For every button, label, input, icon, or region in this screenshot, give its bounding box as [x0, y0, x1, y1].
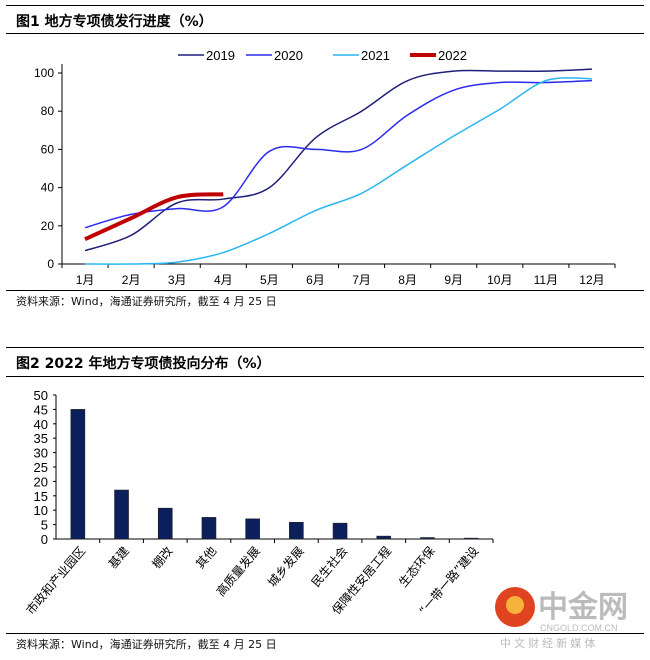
watermark-logo: 中金网 CNGOLD.COM.CN 中 文 财 经 新 媒 体: [494, 585, 644, 660]
legend-label-2020: 2020: [274, 48, 303, 63]
y-tick-label: 45: [34, 402, 48, 417]
bar: [463, 537, 479, 540]
x-tick-label: 城乡发展: [264, 543, 306, 589]
chart1-source: 资料来源：Wind，海通证券研究所，截至 4 月 25 日: [16, 295, 277, 308]
watermark-domain: CNGOLD.COM.CN: [540, 623, 618, 633]
bar: [114, 489, 129, 540]
x-tick-label: 7月: [352, 273, 371, 287]
x-tick-label: 1月: [76, 273, 95, 287]
bar: [376, 535, 392, 540]
x-tick-label: 市政和产业园区: [23, 543, 88, 617]
bar: [289, 521, 304, 540]
y-tick-label: 100: [34, 66, 54, 80]
y-tick-label: 0: [41, 532, 48, 547]
bar: [420, 537, 435, 540]
divider: [6, 633, 644, 634]
x-tick-label: 9月: [444, 273, 463, 287]
bar: [201, 517, 217, 540]
bar: [70, 409, 86, 540]
x-tick-label: 基建: [106, 544, 132, 571]
chart1-title: 图1 地方专项债发行进度（%）: [16, 14, 213, 30]
legend-label-2019: 2019: [206, 48, 235, 63]
x-tick-label: 5月: [260, 273, 279, 287]
x-tick-label: 棚改: [149, 543, 176, 571]
x-tick-label: 4月: [214, 273, 233, 287]
x-tick-label: 2月: [122, 273, 141, 287]
x-tick-label: 12月: [579, 273, 604, 287]
x-tick-label: 民生社会: [308, 543, 350, 589]
watermark-name: 中金网: [538, 590, 628, 624]
legend-label-2022: 2022: [438, 48, 467, 63]
x-tick-label: 8月: [398, 273, 417, 287]
y-tick-label: 50: [34, 388, 48, 403]
y-tick-label: 30: [34, 446, 48, 461]
y-tick-label: 20: [41, 219, 55, 233]
y-tick-label: 5: [41, 518, 48, 533]
line-chart: 0 20 40 60 80 100 1月 2月 3月 4月 5月 6月 7月 8月 9月 10月 11月 12月 2…: [34, 48, 616, 287]
y-tick-label: 20: [34, 474, 48, 489]
x-tick-label: 6月: [306, 273, 325, 287]
divider: [6, 5, 644, 6]
watermark-tagline: 中 文 财 经 新 媒 体: [500, 636, 595, 650]
x-tick-label: 11月: [534, 273, 558, 287]
y-tick-label: 10: [34, 503, 48, 518]
chart2-source: 资料来源：Wind，海通证券研究所，截至 4 月 25 日: [16, 638, 277, 651]
x-tick-label: 10月: [487, 273, 512, 287]
divider: [6, 33, 644, 34]
series-line-2022: [84, 192, 224, 241]
series-line-2019: [84, 68, 592, 252]
y-tick-label: 40: [41, 181, 55, 195]
chart2-title: 图2 2022 年地方专项债投向分布（%）: [16, 356, 271, 372]
y-tick-label: 60: [41, 142, 55, 156]
series-line-2021: [85, 77, 592, 265]
divider: [6, 290, 644, 291]
x-tick-label: 3月: [168, 273, 187, 287]
x-tick-label: 生态环保: [396, 544, 438, 590]
y-tick-label: 15: [34, 489, 48, 504]
divider: [6, 376, 644, 377]
y-tick-label: 80: [41, 104, 55, 118]
y-tick-label: 40: [34, 417, 48, 432]
bar: [332, 522, 348, 540]
bar: [157, 507, 173, 540]
y-tick-label: 0: [47, 257, 54, 271]
series-line-2020: [84, 79, 592, 229]
y-tick-label: 25: [34, 460, 48, 475]
bar: [245, 518, 260, 540]
legend-label-2021: 2021: [361, 48, 390, 63]
divider: [6, 347, 644, 348]
x-tick-label: 其他: [193, 544, 219, 571]
y-tick-label: 35: [34, 431, 48, 446]
x-tick-label: 高质量发展: [213, 543, 263, 599]
